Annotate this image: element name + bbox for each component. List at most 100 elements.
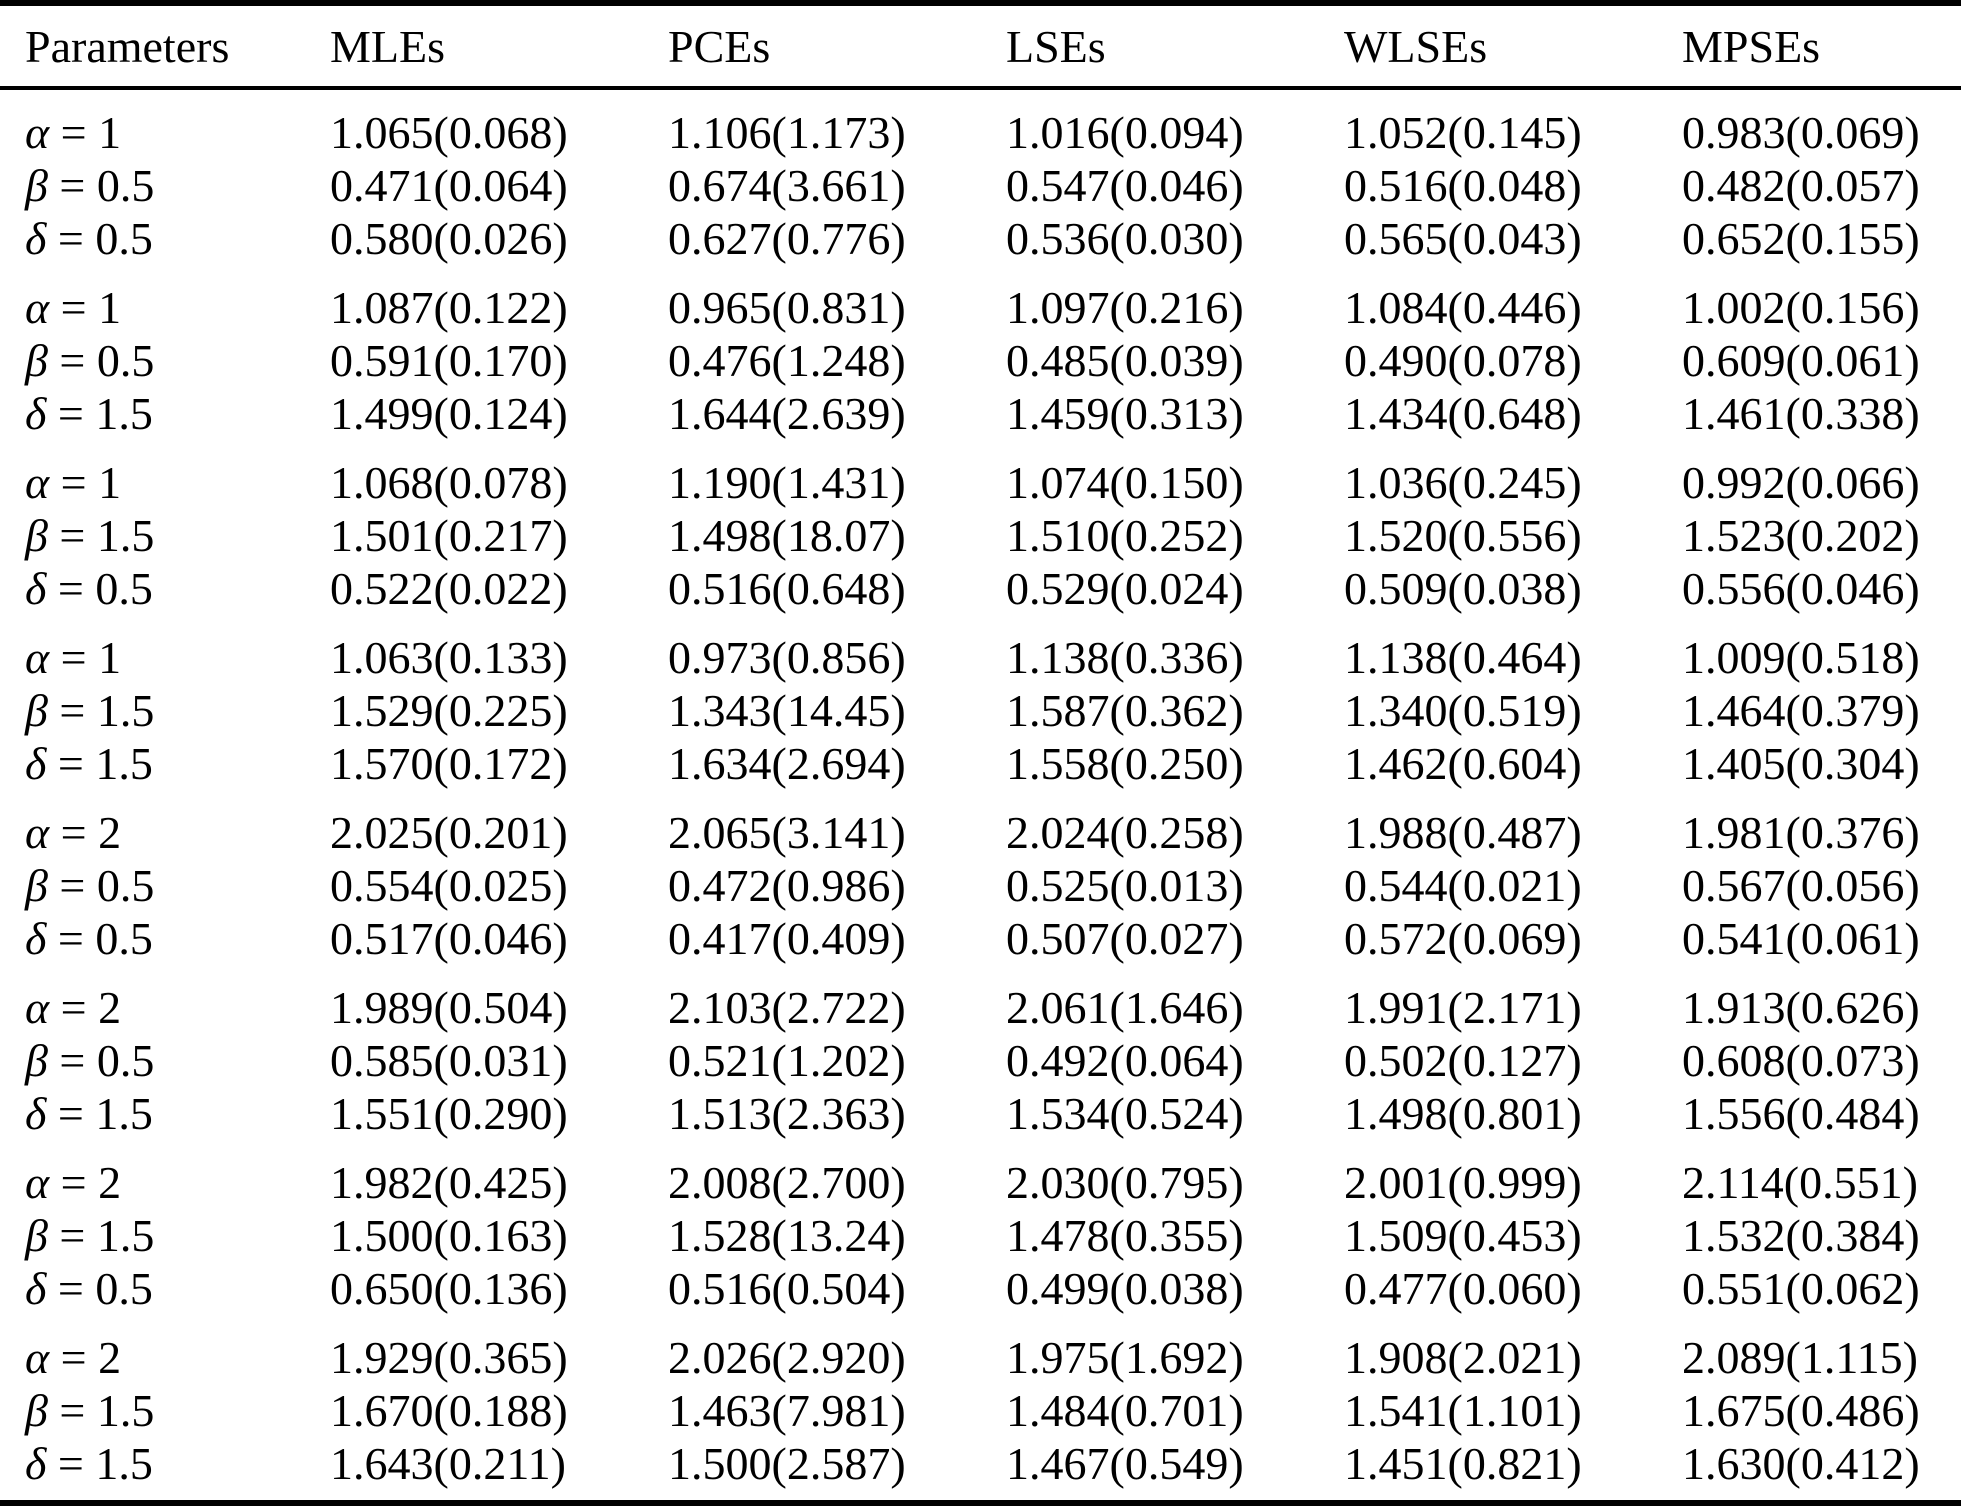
parameter-group: α = 2 2.025(0.201) 2.065(3.141) 2.024(0.258… — [0, 790, 1961, 965]
parameter-group: α = 1 1.065(0.068) 1.106(1.173) 1.016(0.094… — [0, 88, 1961, 265]
estimate-cell: 2.061(1.646) — [1006, 982, 1244, 1033]
estimate-cell: 1.063(0.133) — [330, 632, 568, 683]
parameter-group: α = 1 1.087(0.122) 0.965(0.831) 1.097(0.216… — [0, 265, 1961, 440]
estimate-cell: 0.529(0.024) — [1006, 563, 1244, 614]
parameter-cell: β = 1.5 — [25, 1385, 155, 1436]
table-row: β = 0.5 0.554(0.025) 0.472(0.986) 0.525(0.0… — [0, 859, 1961, 912]
estimate-cell: 0.965(0.831) — [668, 282, 906, 333]
estimate-cell: 0.547(0.046) — [1006, 160, 1244, 211]
estimate-cell: 1.975(1.692) — [1006, 1332, 1244, 1383]
estimate-cell: 1.551(0.290) — [330, 1088, 568, 1139]
estimate-cell: 0.992(0.066) — [1682, 457, 1920, 508]
estimate-cell: 0.674(3.661) — [668, 160, 906, 211]
estimate-cell: 2.089(1.115) — [1682, 1332, 1918, 1383]
estimate-cell: 1.036(0.245) — [1344, 457, 1582, 508]
parameter-symbol: δ — [25, 913, 47, 964]
parameter-symbol: β — [25, 510, 48, 561]
column-header-pces: PCEs — [668, 6, 1006, 90]
parameter-cell: β = 0.5 — [25, 160, 155, 211]
parameter-symbol: α — [25, 982, 50, 1033]
parameter-cell: α = 1 — [25, 107, 122, 158]
estimate-cell: 0.541(0.061) — [1682, 913, 1920, 964]
estimate-cell: 2.001(0.999) — [1344, 1157, 1582, 1208]
estimate-cell: 0.472(0.986) — [668, 860, 906, 911]
table-row: δ = 1.5 1.551(0.290) 1.513(2.363) 1.534(0.5… — [0, 1087, 1961, 1140]
estimate-cell: 1.138(0.464) — [1344, 632, 1582, 683]
column-header-parameters: Parameters — [0, 6, 330, 90]
table-row: α = 2 1.989(0.504) 2.103(2.722) 2.061(1.646… — [0, 965, 1961, 1034]
parameter-group: α = 2 1.982(0.425) 2.008(2.700) 2.030(0.795… — [0, 1140, 1961, 1315]
parameter-symbol: δ — [25, 1438, 47, 1489]
estimate-cell: 1.528(13.24) — [668, 1210, 906, 1261]
parameter-symbol: δ — [25, 213, 47, 264]
table-row: α = 2 2.025(0.201) 2.065(3.141) 2.024(0.258… — [0, 790, 1961, 859]
column-header-mpses: MPSEs — [1682, 6, 1961, 90]
parameter-cell: δ = 0.5 — [25, 1263, 153, 1314]
table-row: β = 1.5 1.500(0.163) 1.528(13.24) 1.478(0.3… — [0, 1209, 1961, 1262]
parameter-symbol: β — [25, 335, 48, 386]
estimate-cell: 0.476(1.248) — [668, 335, 906, 386]
estimates-table: Parameters MLEs PCEs LSEs WLSEs MPSEs α … — [0, 6, 1961, 1490]
table-row: δ = 0.5 0.650(0.136) 0.516(0.504) 0.499(0.0… — [0, 1262, 1961, 1315]
parameter-cell: δ = 0.5 — [25, 563, 153, 614]
estimate-cell: 2.030(0.795) — [1006, 1157, 1244, 1208]
parameter-cell: α = 2 — [25, 982, 122, 1033]
table-row: δ = 0.5 0.517(0.046) 0.417(0.409) 0.507(0.0… — [0, 912, 1961, 965]
parameter-cell: δ = 1.5 — [25, 388, 153, 439]
table-row: δ = 0.5 0.522(0.022) 0.516(0.648) 0.529(0.0… — [0, 562, 1961, 615]
table-row: δ = 1.5 1.570(0.172) 1.634(2.694) 1.558(0.2… — [0, 737, 1961, 790]
estimate-cell: 1.484(0.701) — [1006, 1385, 1244, 1436]
estimate-cell: 1.908(2.021) — [1344, 1332, 1582, 1383]
parameter-cell: δ = 1.5 — [25, 1438, 153, 1489]
table-row: α = 2 1.929(0.365) 2.026(2.920) 1.975(1.692… — [0, 1315, 1961, 1384]
estimate-cell: 0.983(0.069) — [1682, 107, 1920, 158]
estimate-cell: 1.570(0.172) — [330, 738, 568, 789]
estimate-cell: 0.507(0.027) — [1006, 913, 1244, 964]
table-row: α = 1 1.087(0.122) 0.965(0.831) 1.097(0.216… — [0, 265, 1961, 334]
parameter-cell: β = 1.5 — [25, 685, 155, 736]
estimate-cell: 1.065(0.068) — [330, 107, 568, 158]
parameter-cell: α = 2 — [25, 1332, 122, 1383]
estimate-cell: 1.529(0.225) — [330, 685, 568, 736]
estimate-cell: 1.587(0.362) — [1006, 685, 1244, 736]
parameter-symbol: β — [25, 160, 48, 211]
table-row: α = 1 1.063(0.133) 0.973(0.856) 1.138(0.336… — [0, 615, 1961, 684]
parameter-cell: α = 2 — [25, 807, 122, 858]
estimate-cell: 0.572(0.069) — [1344, 913, 1582, 964]
estimate-cell: 1.532(0.384) — [1682, 1210, 1920, 1261]
estimate-cell: 0.471(0.064) — [330, 160, 568, 211]
estimate-cell: 1.670(0.188) — [330, 1385, 568, 1436]
parameter-cell: β = 0.5 — [25, 860, 155, 911]
estimate-cell: 1.988(0.487) — [1344, 807, 1582, 858]
estimate-cell: 1.498(18.07) — [668, 510, 906, 561]
header-row: Parameters MLEs PCEs LSEs WLSEs MPSEs — [0, 6, 1961, 90]
estimate-cell: 1.002(0.156) — [1682, 282, 1920, 333]
estimate-cell: 1.644(2.639) — [668, 388, 906, 439]
estimate-cell: 1.500(0.163) — [330, 1210, 568, 1261]
estimate-cell: 1.541(1.101) — [1344, 1385, 1582, 1436]
parameter-group: α = 2 1.989(0.504) 2.103(2.722) 2.061(1.646… — [0, 965, 1961, 1140]
estimate-cell: 1.501(0.217) — [330, 510, 568, 561]
parameter-cell: β = 0.5 — [25, 1035, 155, 1086]
parameter-symbol: δ — [25, 563, 47, 614]
estimate-cell: 0.973(0.856) — [668, 632, 906, 683]
parameter-symbol: α — [25, 457, 50, 508]
estimate-cell: 1.463(7.981) — [668, 1385, 906, 1436]
column-header-mles: MLEs — [330, 6, 668, 90]
table-header: Parameters MLEs PCEs LSEs WLSEs MPSEs — [0, 6, 1961, 90]
estimate-cell: 0.521(1.202) — [668, 1035, 906, 1086]
column-header-lses: LSEs — [1006, 6, 1344, 90]
parameter-symbol: α — [25, 632, 50, 683]
table-row: δ = 1.5 1.499(0.124) 1.644(2.639) 1.459(0.3… — [0, 387, 1961, 440]
estimate-cell: 0.544(0.021) — [1344, 860, 1582, 911]
estimate-cell: 0.554(0.025) — [330, 860, 568, 911]
estimate-cell: 0.591(0.170) — [330, 335, 568, 386]
parameter-cell: δ = 1.5 — [25, 1088, 153, 1139]
estimate-cell: 0.652(0.155) — [1682, 213, 1920, 264]
estimate-cell: 1.513(2.363) — [668, 1088, 906, 1139]
estimate-cell: 0.536(0.030) — [1006, 213, 1244, 264]
estimate-cell: 1.981(0.376) — [1682, 807, 1920, 858]
estimate-cell: 0.551(0.062) — [1682, 1263, 1920, 1314]
parameter-cell: α = 1 — [25, 457, 122, 508]
table-row: α = 1 1.065(0.068) 1.106(1.173) 1.016(0.094… — [0, 88, 1961, 159]
